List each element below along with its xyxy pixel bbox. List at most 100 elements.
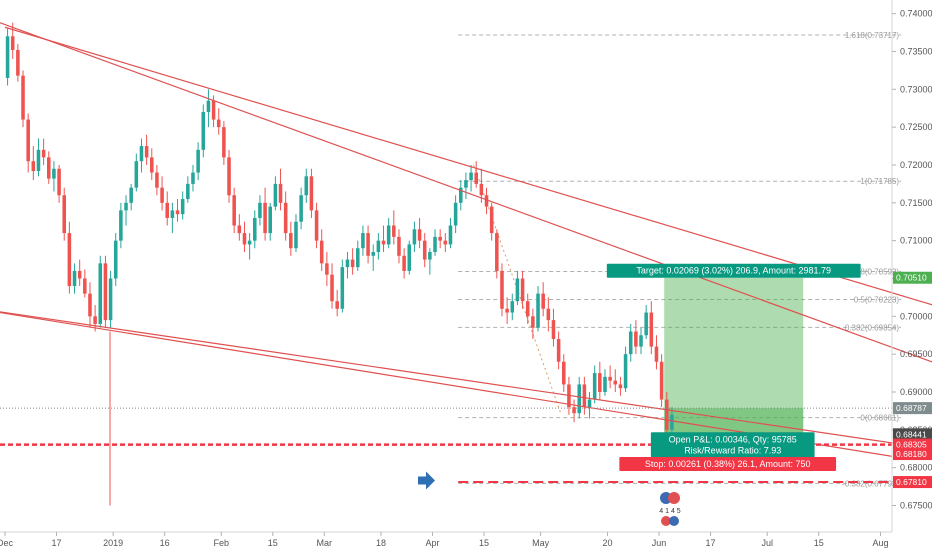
x-tick-label: 17 <box>51 538 61 548</box>
candle-up <box>433 236 437 252</box>
candle-down <box>67 233 72 287</box>
candle-up <box>407 244 412 271</box>
y-tick-label: 0.67500 <box>900 501 932 511</box>
x-tick-label: 18 <box>376 538 386 548</box>
candle-down <box>422 240 427 260</box>
candle-down <box>325 263 329 275</box>
fib-level-label: -0.382(0.67793) <box>842 479 899 488</box>
candle-up <box>644 312 648 336</box>
candle-up <box>113 240 118 279</box>
x-tick-label: May <box>532 538 550 548</box>
y-tick-label: 0.69500 <box>900 349 932 359</box>
candle-up <box>258 202 262 218</box>
candle-up <box>345 259 350 268</box>
x-tick-label: 17 <box>706 538 716 548</box>
candle-up <box>108 278 113 321</box>
candle-down <box>16 49 20 76</box>
candle-up <box>376 240 381 252</box>
candle-up <box>134 161 139 188</box>
candle-down <box>654 346 659 362</box>
y-tick-label: 0.72000 <box>900 160 932 170</box>
x-tick-label: Apr <box>425 538 439 548</box>
candle-down <box>381 240 386 245</box>
candle-down <box>613 380 618 385</box>
long-position-tool[interactable] <box>664 277 804 455</box>
candle-up <box>124 202 128 211</box>
candle-down <box>531 316 535 328</box>
x-tick-label: 15 <box>268 538 278 548</box>
candle-down <box>232 195 236 226</box>
candle-up <box>670 414 674 430</box>
x-axis[interactable]: Dec 17 2019 16 Feb 15 Mar 18 Apr 15 May 20 Jun 17 Jul 1… <box>0 531 932 548</box>
candle-up <box>577 384 581 414</box>
candle-down <box>160 187 164 203</box>
stop-label: Stop: 0.00261 (0.38%) 26.1, Amount: 750 <box>645 459 811 469</box>
flag-icon <box>661 516 671 526</box>
y-tick-label: 0.70000 <box>900 311 932 321</box>
candle-up <box>273 183 278 207</box>
candle-up <box>299 195 303 222</box>
candle-up <box>371 252 375 256</box>
candle-down <box>93 316 97 324</box>
candle-down <box>572 407 576 414</box>
x-tick-label: Jun <box>652 538 667 548</box>
candle-up <box>72 270 77 287</box>
candle-up <box>253 217 257 241</box>
candle-up <box>129 187 133 203</box>
candle-down <box>41 149 46 158</box>
candle-down <box>227 157 231 196</box>
candle-up <box>201 112 206 150</box>
candle-down <box>26 119 30 162</box>
candle-up <box>592 373 597 400</box>
candle-up <box>304 176 309 196</box>
candle-down <box>216 119 221 128</box>
candle-down <box>417 229 422 241</box>
annotations: 4 1 4 5 <box>418 471 681 526</box>
candle-down <box>222 127 226 158</box>
candle-up <box>186 183 190 200</box>
price-label: 0.68305 <box>896 440 927 450</box>
candle-down <box>392 225 396 237</box>
candle-down <box>165 202 169 218</box>
open-pl-label: Open P&L: 0.00346, Qty: 95785 <box>669 434 797 444</box>
candle-up <box>515 278 520 302</box>
candle-down <box>283 202 288 234</box>
candle-up <box>247 240 252 245</box>
candle-up <box>412 229 417 245</box>
candle-up <box>119 210 123 241</box>
y-tick-label: 0.69000 <box>900 387 932 397</box>
candle-down <box>57 168 61 196</box>
candle-up <box>98 263 103 324</box>
target-label-bg <box>606 263 861 278</box>
candle-down <box>77 270 82 279</box>
x-tick-label: Aug <box>872 538 888 548</box>
candle-down <box>175 210 180 215</box>
candle-up <box>361 233 365 249</box>
candle-down <box>562 361 566 385</box>
arrow-right-icon <box>418 471 435 490</box>
candle-up <box>603 376 607 392</box>
candle-down <box>484 195 489 207</box>
candle-down <box>402 255 406 271</box>
event-badge-text: 4 1 4 5 <box>659 508 681 515</box>
y-tick-label: 0.73500 <box>900 46 932 56</box>
candle-down <box>520 278 525 302</box>
price-label-bg <box>893 402 932 415</box>
stop-label-bg <box>619 457 837 472</box>
candle-down <box>438 236 442 241</box>
y-axis[interactable]: 0.74000 0.73500 0.73000 0.72500 0.72000 0.715… <box>891 0 932 532</box>
y-tick-label: 0.72500 <box>900 122 932 132</box>
open-pl-label: Risk/Reward Ratio: 7.93 <box>684 445 781 455</box>
candle-down <box>237 225 242 234</box>
price-lines <box>0 407 892 484</box>
candle-down <box>62 195 66 234</box>
candle-down <box>551 320 556 340</box>
candle-up <box>628 331 633 355</box>
candle-down <box>649 312 654 347</box>
candle-down <box>397 236 401 256</box>
price-label-bg <box>893 476 932 489</box>
candle-down <box>556 339 561 362</box>
candle-down <box>525 301 530 317</box>
